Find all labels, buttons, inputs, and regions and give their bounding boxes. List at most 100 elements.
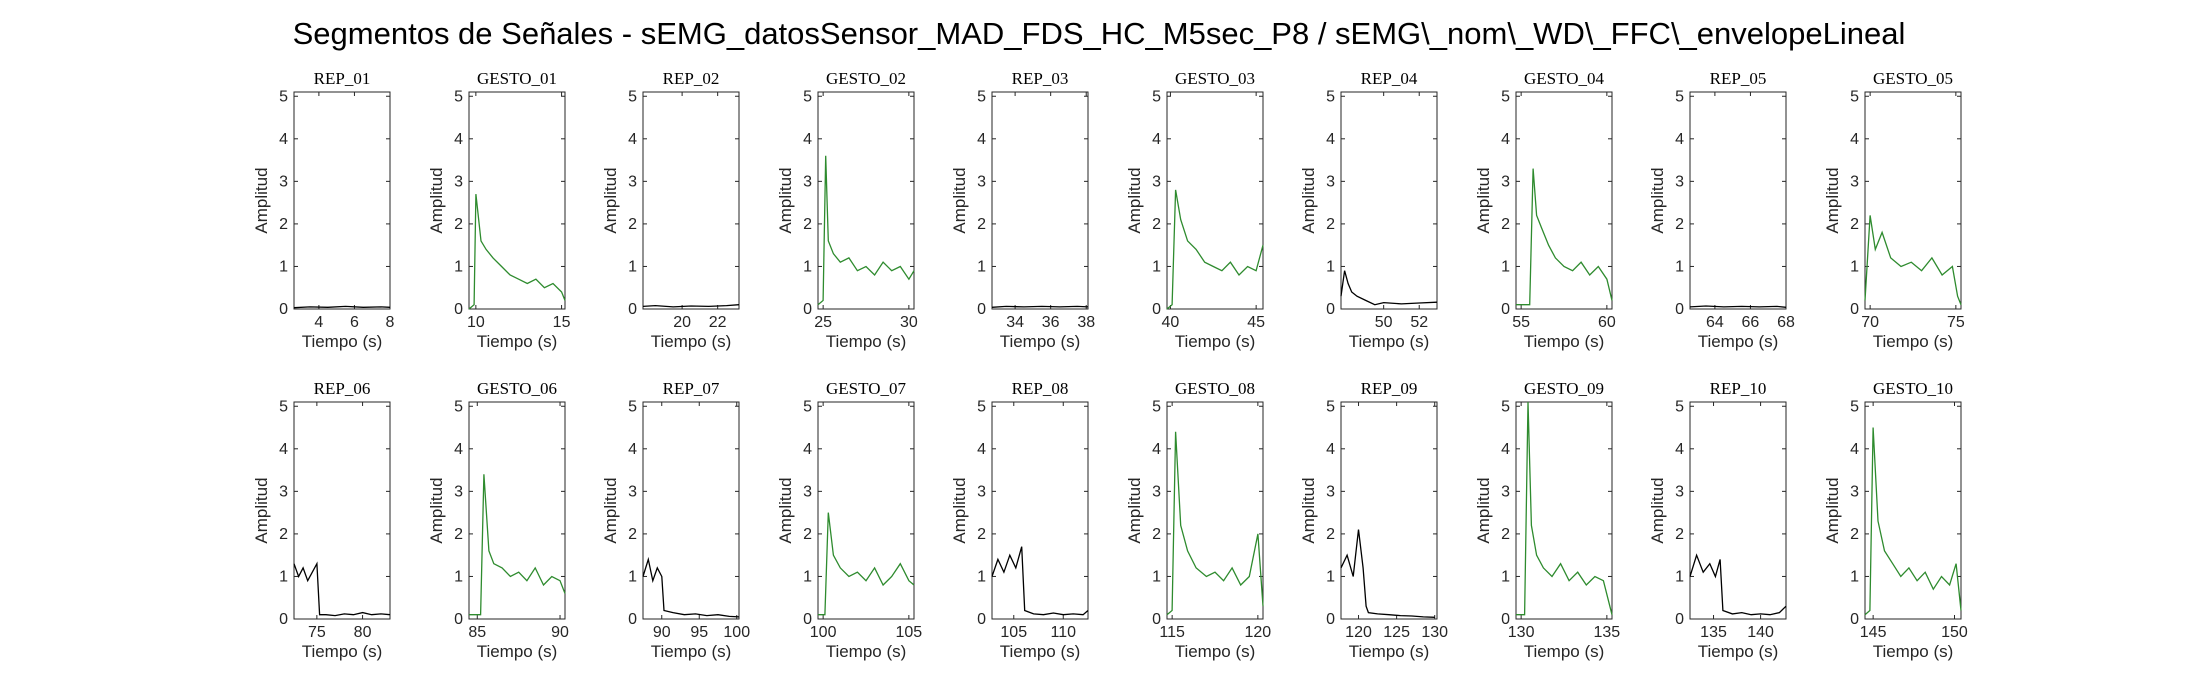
series-line (293, 305, 391, 309)
y-tick-label: 4 (1326, 441, 1335, 458)
y-tick-label: 2 (1326, 216, 1335, 233)
y-tick-label: 0 (1675, 611, 1684, 628)
y-tick-label: 2 (628, 216, 637, 233)
x-axis-label: Tiempo (s) (651, 642, 732, 661)
x-tick-label: 20 (673, 314, 691, 331)
y-tick-label: 0 (977, 611, 986, 628)
y-tick-label: 2 (279, 526, 288, 543)
x-tick-label: 45 (1247, 314, 1265, 331)
x-axis-label: Tiempo (s) (1873, 642, 1954, 661)
series-line (991, 546, 1089, 616)
y-tick-label: 4 (1501, 441, 1510, 458)
y-axis-label: Amplitud (1823, 477, 1842, 543)
y-tick-label: 5 (1850, 88, 1859, 105)
y-tick-label: 4 (977, 131, 986, 148)
series-line (1340, 529, 1435, 618)
x-axis-label: Tiempo (s) (826, 642, 907, 661)
panel-rep-08: 0 1 2 3 4 5 105 110 REP_08 Tiempo (s) Amplitud (950, 379, 1089, 661)
y-tick-label: 0 (279, 301, 288, 318)
series-line (1516, 401, 1613, 616)
plot-area (1515, 401, 1613, 620)
x-tick-label: 125 (1383, 624, 1410, 641)
y-tick-label: 4 (454, 131, 463, 148)
y-tick-label: 3 (1326, 483, 1335, 500)
y-tick-label: 1 (1326, 258, 1335, 275)
panel-title: REP_04 (1361, 69, 1418, 88)
y-tick-label: 1 (977, 568, 986, 585)
y-tick-label: 1 (1152, 568, 1161, 585)
y-tick-label: 5 (1501, 88, 1510, 105)
y-tick-label: 3 (1152, 173, 1161, 190)
panel-rep-06: 0 1 2 3 4 5 75 80 REP_06 Tiempo (s) Amplitud (252, 379, 391, 661)
x-tick-label: 30 (900, 314, 918, 331)
series-line (1864, 215, 1962, 305)
y-tick-label: 3 (1501, 483, 1510, 500)
y-tick-label: 1 (279, 258, 288, 275)
x-tick-label: 15 (553, 314, 571, 331)
panel-title: REP_09 (1361, 379, 1418, 398)
y-axis-label: Amplitud (601, 477, 620, 543)
y-axis-label: Amplitud (776, 477, 795, 543)
y-tick-label: 3 (279, 483, 288, 500)
x-axis-label: Tiempo (s) (302, 642, 383, 661)
y-axis-label: Amplitud (1648, 167, 1667, 233)
series-line (469, 474, 566, 616)
x-axis-label: Tiempo (s) (477, 642, 558, 661)
x-tick-label: 100 (810, 624, 837, 641)
plot-area (1864, 91, 1962, 310)
series-line (1689, 305, 1787, 308)
x-axis-label: Tiempo (s) (1524, 642, 1605, 661)
y-tick-label: 4 (628, 131, 637, 148)
x-axis-label: Tiempo (s) (1698, 332, 1779, 351)
y-tick-label: 2 (803, 216, 812, 233)
x-axis-label: Tiempo (s) (1175, 642, 1256, 661)
series-line (1864, 427, 1962, 616)
panel-rep-01: 0 1 2 3 4 5 4 6 8 REP_01 Tiempo (s) Amplitud (252, 69, 395, 351)
y-tick-label: 5 (1675, 88, 1684, 105)
y-tick-label: 2 (1326, 526, 1335, 543)
y-tick-label: 1 (803, 568, 812, 585)
y-tick-label: 1 (977, 258, 986, 275)
y-tick-label: 4 (1675, 441, 1684, 458)
panel-title: GESTO_10 (1873, 379, 1953, 398)
y-tick-label: 2 (1501, 216, 1510, 233)
plot-area (468, 91, 566, 310)
y-tick-label: 0 (1850, 611, 1859, 628)
x-tick-label: 150 (1941, 624, 1968, 641)
x-tick-label: 115 (1159, 624, 1185, 641)
y-tick-label: 1 (1850, 568, 1859, 585)
y-tick-label: 3 (628, 483, 637, 500)
y-tick-label: 5 (1326, 88, 1335, 105)
panel-title: REP_07 (663, 379, 720, 398)
y-tick-label: 4 (1850, 131, 1859, 148)
panel-gesto-10: 0 1 2 3 4 5 145 150 GESTO_10 Tiempo (s) Amplitud (1823, 379, 1968, 661)
y-tick-label: 2 (1501, 526, 1510, 543)
y-tick-label: 3 (1675, 173, 1684, 190)
y-tick-label: 2 (1152, 216, 1161, 233)
y-tick-label: 3 (1152, 483, 1161, 500)
plot-area (293, 401, 391, 620)
x-tick-label: 68 (1777, 314, 1795, 331)
y-tick-label: 0 (454, 301, 463, 318)
x-tick-label: 110 (1050, 624, 1076, 641)
y-tick-label: 2 (977, 526, 986, 543)
y-tick-label: 5 (454, 398, 463, 415)
y-tick-label: 5 (1152, 88, 1161, 105)
plot-area (817, 91, 915, 310)
series-line (1516, 168, 1613, 306)
y-tick-label: 4 (803, 131, 812, 148)
x-axis-label: Tiempo (s) (651, 332, 732, 351)
y-tick-label: 2 (1850, 526, 1859, 543)
x-axis-label: Tiempo (s) (1349, 332, 1430, 351)
y-tick-label: 3 (1675, 483, 1684, 500)
y-tick-label: 2 (628, 526, 637, 543)
panel-gesto-05: 0 1 2 3 4 5 70 75 GESTO_05 Tiempo (s) Amplitud (1823, 69, 1965, 351)
y-tick-label: 2 (454, 216, 463, 233)
x-tick-label: 145 (1860, 624, 1887, 641)
y-tick-label: 1 (803, 258, 812, 275)
plot-area (642, 91, 740, 310)
y-tick-label: 4 (977, 441, 986, 458)
plot-area (1166, 401, 1264, 620)
